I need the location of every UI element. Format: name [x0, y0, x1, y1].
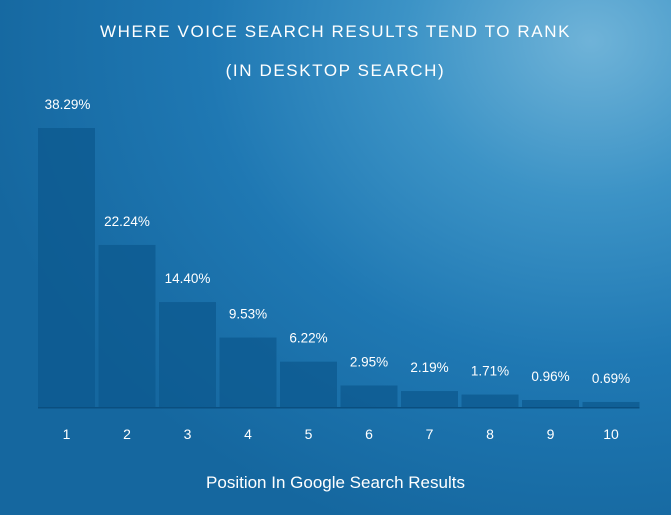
chart-title: WHERE VOICE SEARCH RESULTS TEND TO RANK: [99, 22, 572, 41]
x-axis-label: Position In Google Search Results: [206, 473, 465, 492]
bar-5: [280, 361, 337, 407]
data-label: 9.53%: [229, 307, 267, 322]
bar-2: [98, 244, 156, 407]
bar-8: [461, 394, 519, 407]
bar-1: [38, 128, 95, 407]
bar-4: [219, 337, 277, 407]
x-tick-label: 1: [63, 426, 71, 442]
x-tick-label: 9: [547, 426, 555, 442]
x-tick-label: 8: [486, 426, 494, 442]
x-tick-label: 2: [123, 426, 131, 442]
chart-subtitle: (IN DESKTOP SEARCH): [225, 61, 446, 80]
x-tick-label: 5: [305, 426, 313, 442]
data-label: 0.69%: [592, 371, 630, 386]
data-label: 2.19%: [410, 360, 448, 375]
data-label: 0.96%: [531, 369, 569, 384]
bar-6: [340, 385, 398, 407]
x-tick-label: 6: [365, 426, 373, 442]
data-label: 1.71%: [471, 364, 509, 379]
data-label: 14.40%: [165, 271, 211, 286]
data-label: 6.22%: [289, 331, 327, 346]
x-tick-label: 10: [603, 426, 619, 442]
x-tick-label: 7: [426, 426, 434, 442]
data-label: 22.24%: [104, 214, 150, 229]
x-tick-label: 3: [184, 426, 192, 442]
bar-3: [159, 302, 216, 407]
bar-10: [582, 401, 640, 407]
x-axis-baseline: [38, 407, 640, 409]
x-tick-label: 4: [244, 426, 252, 442]
data-label: 2.95%: [350, 355, 388, 370]
data-label: 38.29%: [45, 97, 91, 112]
bar-7: [401, 391, 458, 407]
bar-9: [522, 400, 579, 407]
